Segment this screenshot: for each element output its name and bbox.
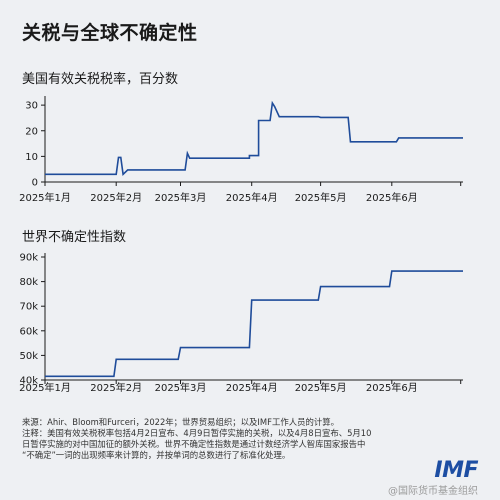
note-line-3: “不确定”一词的出现频率来计算的，并按单词的总数进行了标准化处理。 [22,450,291,460]
watermark: @国际货币基金组织 [388,486,478,497]
series-line [45,270,463,378]
x-tick-label: 2025年5月 [295,191,347,204]
y-tick-label: 20 [25,126,38,137]
y-tick-label: 40k [19,376,38,387]
y-tick-label: 90k [19,253,38,264]
x-tick-label: 2025年6月 [366,381,418,394]
y-tick-label: 50k [19,351,38,362]
x-tick-label: 2025年2月 [90,381,142,394]
y-tick-label: 70k [19,302,38,313]
x-tick-label: 2025年3月 [155,381,207,394]
y-tick-label: 0 [32,178,38,189]
page-title: 关税与全球不确定性 [22,22,198,44]
series-line [45,100,463,176]
uncertainty-index-chart: 40k 50k 60k 70k 80k 90k 2025年1月 2025年2月 2025年3月 2… [19,253,463,394]
note-line-2: 日暂停实施的对中国加征的额外关税。世界不确定性指数是通过计数经济学人智库国家报告… [22,439,366,449]
y-tick-label: 60k [19,326,38,337]
imf-logo: IMF [434,458,478,483]
x-tick-label: 2025年2月 [90,191,142,204]
x-tick-label: 2025年5月 [295,381,347,394]
x-tick-label: 2025年3月 [155,191,207,204]
tariff-chart-title: 美国有效关税税率，百分数 [22,72,179,87]
footnotes: 来源：Ahir、Bloom和Furceri，2022年；世界贸易组织；以及IMF… [22,417,442,461]
source-note: 来源：Ahir、Bloom和Furceri，2022年；世界贸易组织；以及IMF… [22,417,339,427]
note-line-1: 注释：美国有效关税税率包括4月2日宣布、4月9日暂停实施的关税，以及4月8日宣布… [22,428,372,438]
y-tick-label: 10 [25,152,38,163]
y-tick-label: 80k [19,277,38,288]
y-tick-label: 30 [25,101,38,112]
x-tick-label: 2025年1月 [19,191,71,204]
x-tick-label: 2025年4月 [226,191,278,204]
uncertainty-chart-title: 世界不确定性指数 [22,230,127,245]
tariff-rate-chart: 0 10 20 30 2025年1月 2025年2月 2025年3月 2025年4月 2025年… [19,96,463,204]
x-tick-label: 2025年4月 [226,381,278,394]
x-tick-label: 2025年1月 [19,381,71,394]
x-tick-label: 2025年6月 [366,191,418,204]
